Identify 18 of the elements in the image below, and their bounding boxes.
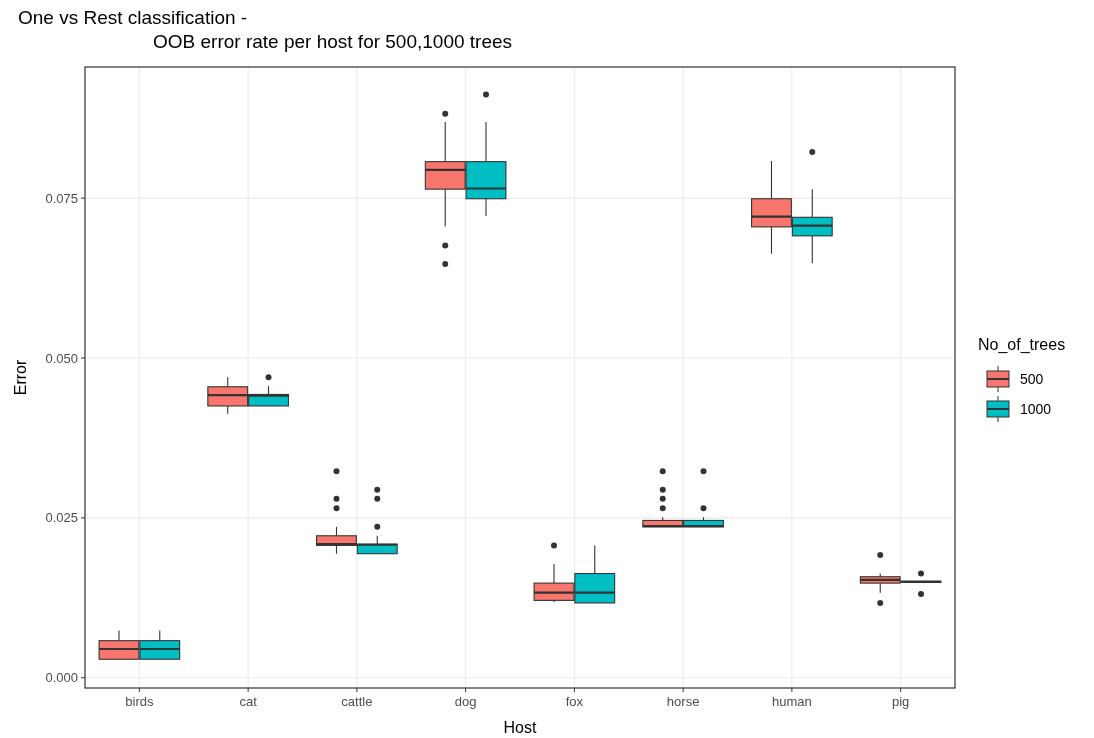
y-axis-title: Error (12, 359, 29, 396)
chart-title: One vs Rest classification - OOB error rate per host for 500,1000 trees (18, 7, 513, 52)
x-tick-label: cat (239, 694, 258, 709)
x-tick-label: dog (454, 694, 477, 709)
legend-label: 500 (1020, 370, 1044, 387)
x-tick-label: human (772, 694, 812, 709)
x-tick-label: fox (565, 694, 584, 709)
x-tick-label: pig (891, 694, 910, 709)
x-tick-label: birds (125, 694, 154, 709)
legend-label: 1000 (1020, 400, 1052, 417)
y-tick-label: 0.025 (45, 510, 78, 526)
y-tick-label: 0.050 (45, 350, 78, 366)
legend-title: No_of_trees (978, 336, 1066, 354)
y-tick-label: 0.075 (45, 190, 78, 206)
x-axis-title: Host (503, 719, 537, 736)
y-tick-label: 0.000 (45, 670, 78, 686)
x-tick-label: horse (666, 694, 700, 709)
x-tick-label: cattle (341, 694, 373, 709)
